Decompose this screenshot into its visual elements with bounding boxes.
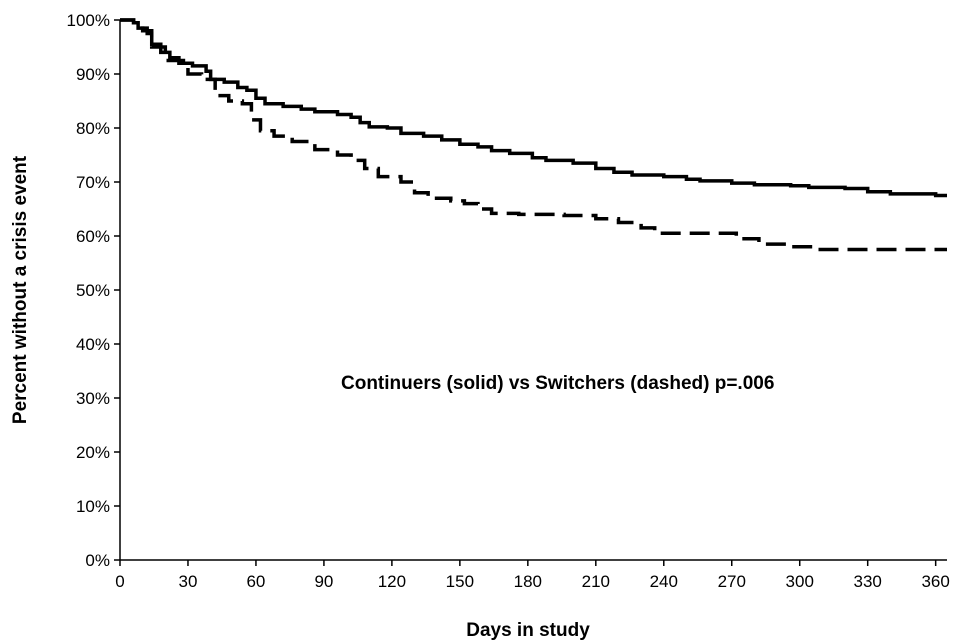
y-tick-label: 40% — [76, 335, 110, 354]
x-tick-label: 120 — [378, 572, 406, 591]
y-tick-label: 70% — [76, 173, 110, 192]
chart-annotation: Continuers (solid) vs Switchers (dashed)… — [341, 373, 774, 394]
x-axis: 0 30 60 90 120 150 180 210 240 270 300 330 360 — [115, 559, 950, 591]
x-axis-title: Days in study — [466, 620, 590, 641]
x-tick-label: 360 — [921, 572, 949, 591]
y-axis: 0% 10% 20% 30% 40% 50% 60% 70% 80% 90% 100% — [67, 11, 121, 570]
y-tick-label: 30% — [76, 389, 110, 408]
x-tick-label: 30 — [179, 572, 198, 591]
y-tick-label: 50% — [76, 281, 110, 300]
y-tick-label: 10% — [76, 497, 110, 516]
x-tick-label: 60 — [246, 572, 265, 591]
continuers-solid-line — [120, 18, 947, 198]
x-tick-label: 210 — [582, 572, 610, 591]
x-tick-label: 300 — [786, 572, 814, 591]
x-tick-label: 90 — [314, 572, 333, 591]
switchers-dashed-line — [120, 18, 947, 252]
y-tick-label: 20% — [76, 443, 110, 462]
x-tick-label: 0 — [115, 572, 124, 591]
series-lines — [120, 18, 947, 252]
y-tick-label: 90% — [76, 65, 110, 84]
y-tick-label: 0% — [85, 551, 110, 570]
y-tick-label: 60% — [76, 227, 110, 246]
x-tick-label: 270 — [718, 572, 746, 591]
y-axis-title: Percent without a crisis event — [10, 155, 31, 424]
x-tick-label: 180 — [514, 572, 542, 591]
x-tick-label: 240 — [650, 572, 678, 591]
x-tick-label: 330 — [854, 572, 882, 591]
y-tick-label: 80% — [76, 119, 110, 138]
y-tick-label: 100% — [67, 11, 110, 30]
x-tick-label: 150 — [446, 572, 474, 591]
